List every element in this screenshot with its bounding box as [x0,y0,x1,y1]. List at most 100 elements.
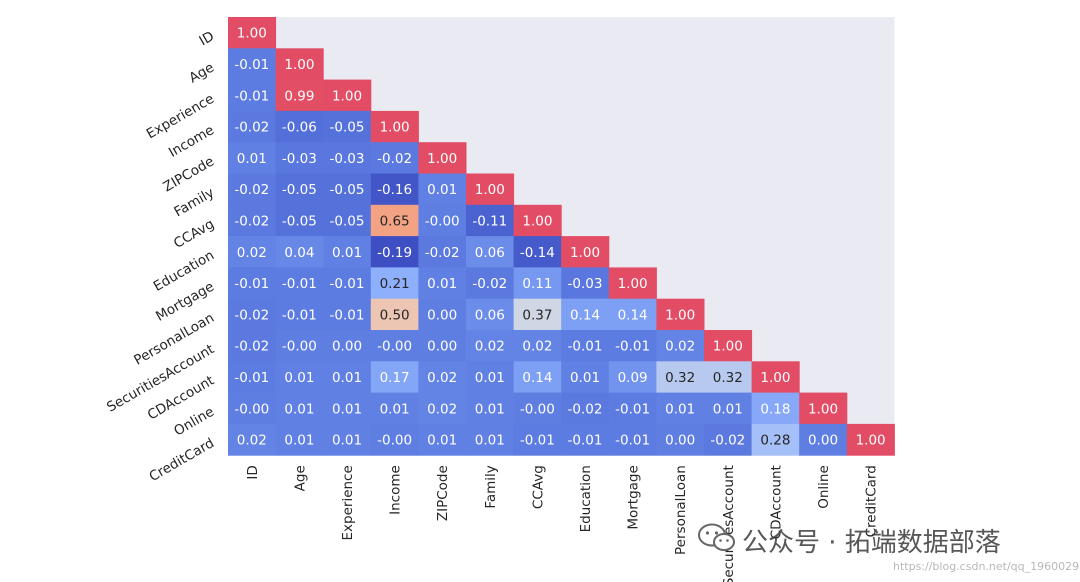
cell-value-label: 0.06 [475,245,505,261]
heatmap-cell [228,204,277,237]
cell-value-label: -0.01 [282,276,317,292]
heatmap-cell [418,392,467,425]
heatmap-cell [656,330,705,362]
heatmap-cell [323,142,372,174]
heatmap-cell [561,267,610,300]
x-tick-label: Online [816,465,832,509]
cell-value-label: 1.00 [618,276,648,292]
cell-value-label: 1.00 [380,120,410,136]
heatmap-cell [418,423,467,456]
heatmap-cell [513,204,562,237]
heatmap-cell [275,267,324,300]
x-tick-label: Education [578,465,594,532]
cell-value-label: 0.17 [380,370,410,386]
cell-value-label: 0.04 [284,245,314,261]
cell-value-label: -0.03 [282,151,317,167]
cell-value-label: 1.00 [665,307,695,323]
heatmap-cell [751,423,800,456]
cell-value-label: -0.02 [425,245,460,261]
cell-value-label: 0.02 [427,401,457,417]
cell-value-label: -0.02 [472,276,507,292]
heatmap-cell [323,267,372,300]
heatmap-cell [466,423,515,456]
heatmap-cell [608,361,657,394]
cell-value-label: 0.02 [427,370,457,386]
heatmap-cell [513,267,562,300]
heatmap-cell [370,330,419,362]
y-tick-label: Family [171,185,217,221]
cell-value-label: 0.01 [475,370,505,386]
cell-value-label: 0.37 [522,307,552,323]
heatmap-cell [228,236,277,268]
cell-value-label: 0.32 [713,370,743,386]
heatmap-cell [418,173,467,206]
heatmap-cell [418,298,467,331]
heatmap-cell [561,298,610,331]
cell-value-label: -0.00 [520,401,555,417]
heatmap-cell [323,173,372,206]
heatmap-cell [228,298,277,331]
heatmap-cell [656,361,705,394]
heatmap-cell [370,204,419,237]
cell-value-label: -0.05 [282,182,317,198]
cell-value-label: -0.05 [330,182,365,198]
cell-value-label: -0.01 [568,339,603,355]
x-tick-label: Experience [340,465,356,540]
heatmap-cell [228,110,277,143]
cell-value-label: -0.01 [520,433,555,449]
cell-value-label: -0.01 [234,370,269,386]
heatmap-cell [275,423,324,456]
x-tick-label: PersonalLoan [673,465,689,555]
cell-value-label: 0.02 [237,245,267,261]
cell-value-label: 1.00 [808,401,838,417]
cell-value-label: 0.00 [665,433,695,449]
heatmap-cell [418,267,467,300]
heatmap-cell [275,110,324,143]
cell-value-label: 0.01 [713,401,743,417]
heatmap-cell [513,423,562,456]
cell-value-label: -0.05 [282,213,317,229]
cell-value-label: 1.00 [237,26,267,42]
heatmap-cell [275,142,324,174]
cell-value-label: 0.00 [332,339,362,355]
heatmap-cell [799,392,848,425]
cell-value-label: 0.02 [475,339,505,355]
heatmap-cell [561,392,610,425]
heatmap-cell [370,361,419,394]
heatmap-cell [228,423,277,456]
heatmap-cell [561,361,610,394]
cell-value-label: 1.00 [427,151,457,167]
heatmap-cell [513,330,562,362]
heatmap-cell [561,330,610,362]
cell-value-label: -0.01 [615,401,650,417]
heatmap-cell [608,392,657,425]
cell-value-label: -0.03 [330,151,365,167]
cell-value-label: -0.01 [615,339,650,355]
cell-value-label: -0.01 [330,307,365,323]
cell-value-label: 0.01 [475,433,505,449]
cell-value-label: 0.01 [665,401,695,417]
cell-value-label: 1.00 [522,213,552,229]
x-tick-label: Family [483,465,499,508]
heatmap-cell [323,236,372,268]
heatmap-cell [466,392,515,425]
cell-value-label: 0.14 [570,307,600,323]
heatmap-cell [228,267,277,300]
heatmap-cell [704,423,753,456]
cell-value-label: 0.99 [284,88,314,104]
heatmap-cell [370,110,419,143]
cell-value-label: 0.01 [237,151,267,167]
heatmap-cell [608,298,657,331]
heatmap-cell [275,392,324,425]
y-tick-label: CreditCard [146,435,217,485]
cell-value-label: 0.01 [332,370,362,386]
heatmap-cell [323,361,372,394]
heatmap-cell [704,330,753,362]
heatmap-cell [370,173,419,206]
y-tick-label: Age [186,60,217,87]
cell-value-label: -0.06 [282,120,317,136]
watermark-text: 公众号 · 拓端数据部落 [742,528,1001,558]
cell-value-label: 0.01 [284,401,314,417]
heatmap-cell [466,236,515,268]
heatmap-cell [275,79,324,112]
